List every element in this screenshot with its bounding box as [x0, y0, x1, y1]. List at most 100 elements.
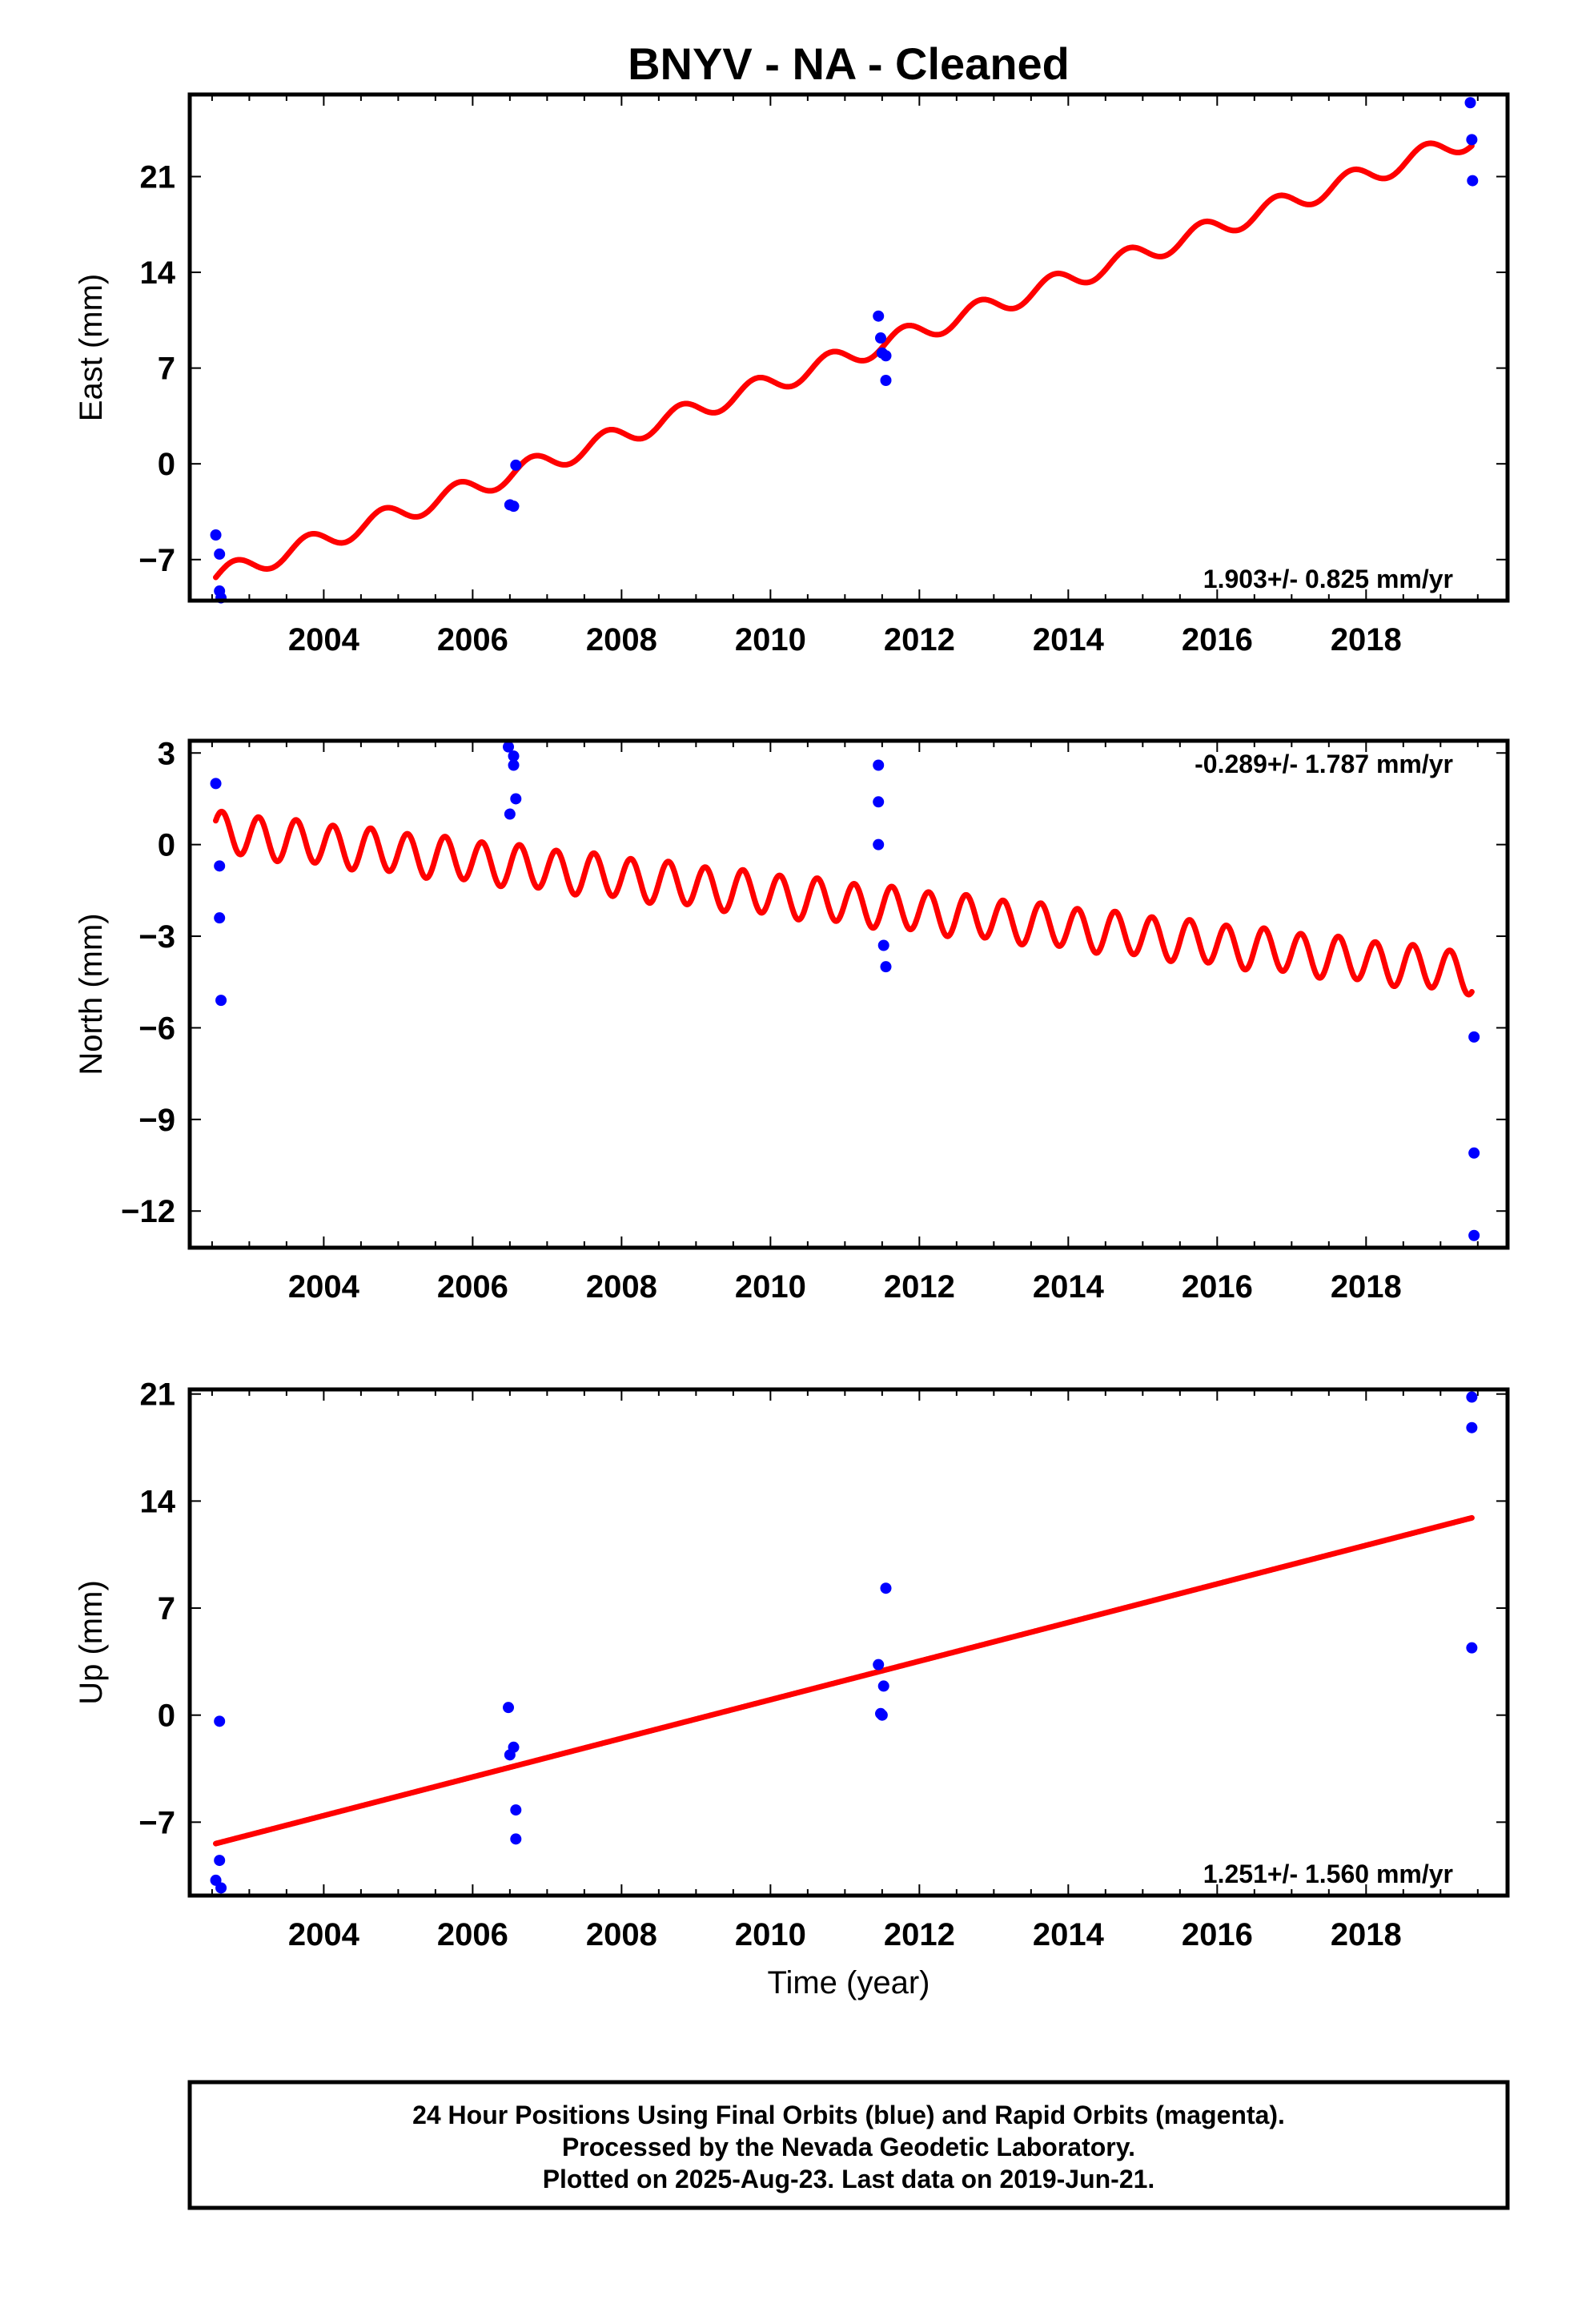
up-x-axis-label: Time (year)	[768, 1965, 930, 2000]
east-data-point	[880, 350, 892, 362]
up-data-point	[876, 1709, 888, 1721]
up-y-tick-label: 0	[158, 1699, 175, 1734]
up-data-point	[877, 1680, 889, 1692]
north-data-point	[880, 961, 892, 973]
north-data-point	[877, 939, 889, 951]
east-y-tick-label: 14	[140, 255, 176, 291]
north-model-line	[213, 808, 1475, 998]
up-x-tick-label: 2018	[1331, 1917, 1402, 1952]
north-data-point	[214, 860, 226, 872]
up-rate-label: 1.251+/- 1.560 mm/yr	[1203, 1860, 1453, 1888]
up-plot-frame	[187, 1387, 1510, 1898]
east-data-point	[210, 529, 222, 541]
east-x-tick-label: 2018	[1331, 622, 1402, 657]
east-x-tick-label: 2016	[1182, 622, 1253, 657]
footer-line-1: 24 Hour Positions Using Final Orbits (bl…	[412, 2101, 1285, 2129]
north-data-point	[508, 750, 520, 762]
east-y-axis-label: East (mm)	[74, 274, 109, 421]
north-y-tick-label: −12	[121, 1194, 175, 1229]
east-panel: −7 0 7 14 21 2004 2006 2008 2010 2012 2014 2016 2018…	[74, 92, 1510, 657]
footer-line-3: Plotted on 2025-Aug-23. Last data on 201…	[543, 2165, 1155, 2193]
up-x-tick-label: 2004	[288, 1917, 360, 1952]
chart-title: BNYV - NA - Cleaned	[628, 38, 1070, 89]
footer-line-2: Processed by the Nevada Geodetic Laborat…	[562, 2133, 1135, 2161]
north-x-tick-label: 2006	[437, 1269, 508, 1305]
east-data-point	[1464, 97, 1476, 109]
up-data-point	[880, 1582, 892, 1594]
east-y-tick-label: 21	[140, 159, 176, 195]
up-data-point	[214, 1715, 226, 1727]
north-y-axis-label: North (mm)	[74, 913, 109, 1075]
east-data-point	[508, 501, 520, 513]
north-x-tick-label: 2008	[586, 1269, 657, 1305]
east-x-tick-label: 2006	[437, 622, 508, 657]
north-x-tick-label: 2010	[735, 1269, 806, 1305]
up-y-tick-label: 21	[140, 1377, 176, 1413]
north-data-point	[503, 741, 515, 753]
east-plot-frame	[187, 92, 1510, 603]
north-data-point	[873, 838, 885, 850]
footer-frame	[187, 2080, 1510, 2210]
east-data-point	[873, 310, 885, 322]
up-data-point	[214, 1855, 226, 1867]
north-plot-frame	[187, 738, 1510, 1250]
north-data-point	[1468, 1031, 1480, 1043]
up-y-tick-label: −7	[139, 1805, 175, 1840]
north-data-point	[510, 793, 522, 805]
east-x-tick-label: 2014	[1033, 622, 1105, 657]
east-model-line	[213, 140, 1475, 581]
up-data-point	[508, 1741, 520, 1753]
up-x-tick-label: 2006	[437, 1917, 508, 1952]
up-model-line	[213, 1514, 1475, 1847]
north-y-tick-label: 0	[158, 828, 175, 863]
east-y-tick-label: 0	[158, 447, 175, 482]
up-data-point	[1466, 1642, 1478, 1654]
north-data-point	[214, 912, 226, 924]
up-x-tick-label: 2016	[1182, 1917, 1253, 1952]
east-data-point	[1466, 134, 1478, 146]
north-x-tick-label: 2012	[884, 1269, 955, 1305]
up-x-tick-label: 2012	[884, 1917, 955, 1952]
up-panel: −7 0 7 14 21 2004 2006 2008 2010 2012 2014 2016 2018…	[74, 1377, 1510, 2000]
east-x-tick-label: 2008	[586, 622, 657, 657]
east-data-point	[214, 548, 226, 560]
up-data-point	[1466, 1391, 1478, 1403]
north-data-point	[215, 995, 227, 1007]
east-data-point	[1467, 175, 1479, 187]
north-data-point	[508, 759, 520, 771]
east-data-point	[510, 459, 522, 471]
up-data-point	[510, 1804, 522, 1816]
up-x-tick-label: 2008	[586, 1917, 657, 1952]
up-data-point	[215, 1882, 227, 1894]
north-rate-label: -0.289+/- 1.787 mm/yr	[1195, 750, 1453, 778]
north-data-point	[873, 796, 885, 808]
north-data-point	[210, 778, 222, 790]
east-data-point	[874, 332, 886, 344]
north-data-point	[1468, 1229, 1480, 1241]
north-x-tick-label: 2018	[1331, 1269, 1402, 1305]
north-panel: −12 −9 −6 −3 0 3 2004 2006 2008 2010 2012 2014 2016 2…	[74, 736, 1510, 1305]
up-x-tick-label: 2010	[735, 1917, 806, 1952]
north-y-tick-label: −3	[139, 919, 175, 955]
up-y-tick-label: 7	[158, 1591, 175, 1626]
up-data-point	[873, 1659, 885, 1671]
up-data-point	[510, 1833, 522, 1845]
north-x-tick-label: 2004	[288, 1269, 360, 1305]
footer-box: 24 Hour Positions Using Final Orbits (bl…	[187, 2080, 1510, 2210]
east-data-point	[880, 374, 892, 386]
north-data-point	[873, 759, 885, 771]
north-x-tick-label: 2016	[1182, 1269, 1253, 1305]
north-y-tick-label: −6	[139, 1011, 175, 1046]
north-y-tick-label: 3	[158, 736, 175, 771]
east-x-tick-label: 2012	[884, 622, 955, 657]
north-data-point	[1468, 1147, 1480, 1159]
up-x-tick-label: 2014	[1033, 1917, 1105, 1952]
east-y-tick-label: −7	[139, 543, 175, 578]
east-rate-label: 1.903+/- 0.825 mm/yr	[1203, 565, 1453, 593]
north-data-point	[504, 808, 516, 820]
east-y-tick-label: 7	[158, 352, 175, 387]
up-data-point	[503, 1702, 515, 1714]
up-data-point	[1466, 1421, 1478, 1433]
east-x-tick-label: 2004	[288, 622, 360, 657]
